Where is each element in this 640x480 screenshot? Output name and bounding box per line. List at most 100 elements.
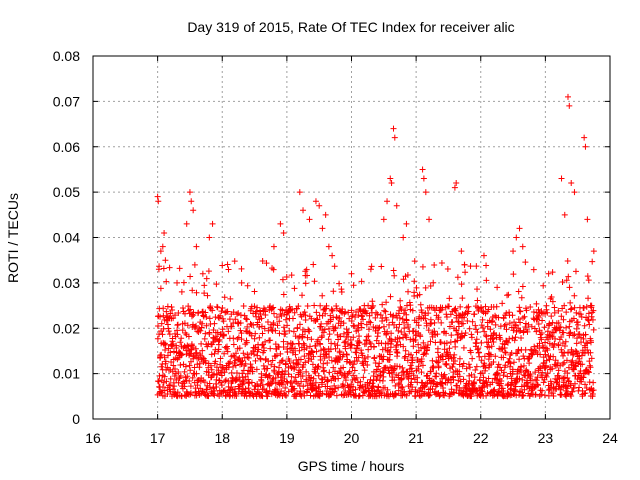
data-point <box>354 379 361 386</box>
data-point <box>184 322 191 329</box>
data-point <box>396 380 403 387</box>
data-point <box>170 341 177 348</box>
data-point <box>422 284 429 291</box>
data-point <box>274 386 281 393</box>
data-point <box>179 327 186 334</box>
data-point <box>411 258 418 265</box>
data-point <box>410 343 417 350</box>
data-point <box>280 324 287 331</box>
data-point <box>321 347 328 354</box>
data-point <box>533 300 540 307</box>
data-point <box>510 248 517 255</box>
data-point <box>238 336 245 343</box>
data-point <box>494 370 501 377</box>
data-point <box>551 309 558 316</box>
data-point <box>282 360 289 367</box>
data-point <box>276 364 283 371</box>
data-point <box>276 330 283 337</box>
data-point <box>192 389 199 396</box>
data-point <box>231 353 238 360</box>
data-point <box>244 323 251 330</box>
data-point <box>240 377 247 384</box>
data-point <box>356 339 363 346</box>
data-point <box>544 309 551 316</box>
data-point <box>548 313 555 320</box>
data-point <box>453 180 460 187</box>
data-point <box>473 326 480 333</box>
data-point <box>564 257 571 264</box>
data-point <box>395 372 402 379</box>
data-point <box>267 345 274 352</box>
data-point <box>509 312 516 319</box>
data-point <box>282 384 289 391</box>
data-point <box>402 347 409 354</box>
data-point <box>489 335 496 342</box>
data-point <box>414 374 421 381</box>
data-point <box>416 291 423 298</box>
data-point <box>377 311 384 318</box>
data-point <box>254 319 261 326</box>
data-point <box>446 345 453 352</box>
data-point <box>540 282 547 289</box>
data-point <box>564 375 571 382</box>
data-point <box>255 383 262 390</box>
data-point <box>550 392 557 399</box>
data-point <box>419 263 426 270</box>
data-point <box>561 211 568 218</box>
data-point <box>281 311 288 318</box>
data-point <box>321 367 328 374</box>
data-point <box>388 330 395 337</box>
data-point <box>358 313 365 320</box>
data-point <box>331 263 338 270</box>
data-point <box>576 331 583 338</box>
data-point <box>252 357 259 364</box>
data-point <box>160 379 167 386</box>
data-point <box>159 384 166 391</box>
data-point <box>219 305 226 312</box>
data-point <box>342 308 349 315</box>
data-point <box>472 322 479 329</box>
data-point <box>391 377 398 384</box>
data-point <box>374 373 381 380</box>
data-point <box>506 355 513 362</box>
data-point <box>455 331 462 338</box>
data-point <box>352 314 359 321</box>
data-point <box>280 291 287 298</box>
data-point <box>297 356 304 363</box>
data-point <box>479 388 486 395</box>
data-point <box>404 272 411 279</box>
data-point <box>365 333 372 340</box>
data-point <box>258 315 265 322</box>
data-point <box>378 263 385 270</box>
data-point <box>277 220 284 227</box>
data-point <box>161 373 168 380</box>
data-point <box>302 280 309 287</box>
data-point <box>452 307 459 314</box>
data-point <box>370 302 377 309</box>
data-point <box>558 175 565 182</box>
data-point <box>380 323 387 330</box>
data-point <box>299 334 306 341</box>
data-point <box>383 316 390 323</box>
data-point <box>291 285 298 292</box>
data-point <box>466 377 473 384</box>
data-point <box>230 341 237 348</box>
data-point <box>585 295 592 302</box>
data-point <box>178 352 185 359</box>
data-point <box>457 303 464 310</box>
data-point <box>454 337 461 344</box>
data-point <box>319 332 326 339</box>
data-point <box>336 280 343 287</box>
data-point <box>427 282 434 289</box>
data-point <box>338 288 345 295</box>
data-point <box>573 309 580 316</box>
data-point <box>563 357 570 364</box>
data-point <box>526 360 533 367</box>
data-point <box>193 370 200 377</box>
data-point <box>406 299 413 306</box>
data-point <box>494 380 501 387</box>
data-point <box>431 328 438 335</box>
data-point <box>424 341 431 348</box>
data-point <box>251 303 258 310</box>
data-point <box>437 339 444 346</box>
